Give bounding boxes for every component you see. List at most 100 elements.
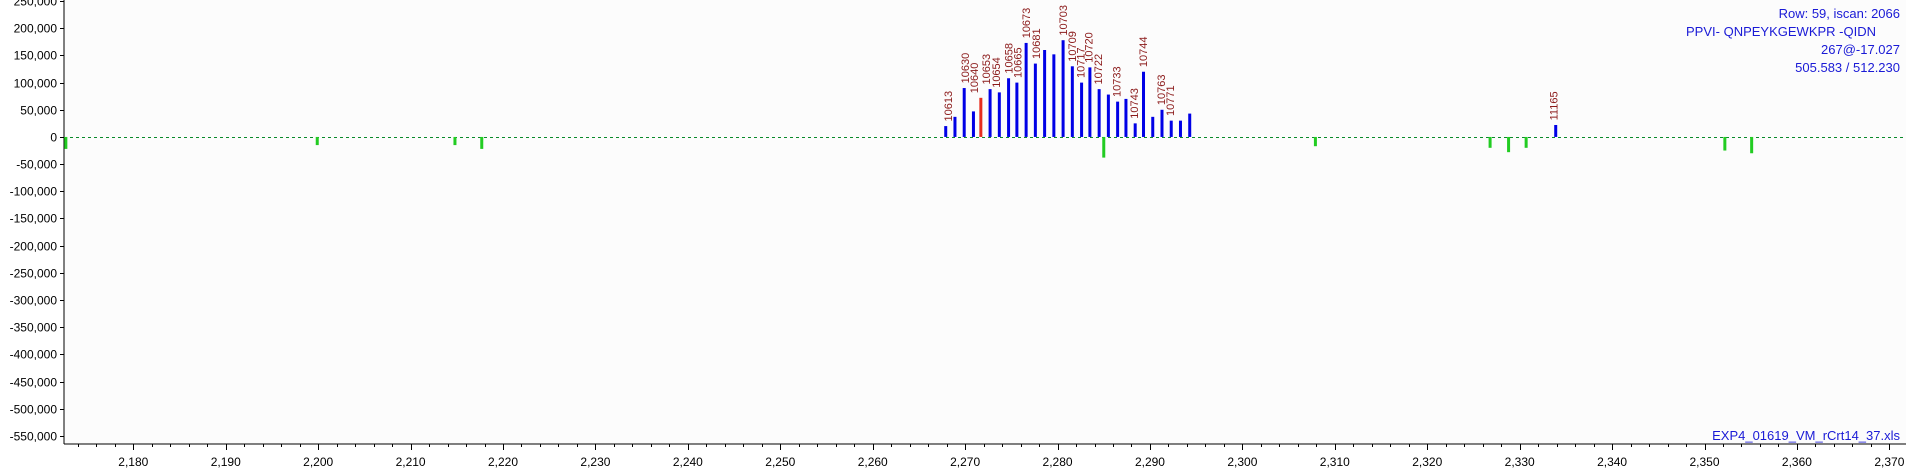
peak-bar	[971, 111, 975, 137]
y-tick-label: 0	[50, 131, 57, 145]
peak-bars	[64, 40, 1754, 158]
peak-label: 10613	[943, 91, 955, 122]
peak-bar	[1151, 116, 1155, 137]
negative-peak-bar	[453, 136, 457, 146]
y-tick-label: 100,000	[14, 77, 58, 91]
x-tick-label: 2,180	[118, 455, 148, 469]
x-tick-label: 2,240	[673, 455, 703, 469]
y-tick-label: 250,000	[14, 0, 58, 9]
peak-bar	[988, 89, 992, 137]
x-tick-label: 2,360	[1782, 455, 1812, 469]
peak-label: 10673	[1021, 8, 1033, 39]
peak-label: 10720	[1084, 32, 1096, 63]
y-tick-label: -100,000	[10, 185, 58, 199]
peak-bar	[1007, 78, 1011, 137]
plot-area	[64, 0, 1906, 444]
negative-peak-bar	[1524, 136, 1528, 148]
peak-bar	[1097, 89, 1101, 137]
peak-label: 10722	[1093, 54, 1105, 85]
peak-bar	[1124, 98, 1128, 137]
x-tick-label: 2,190	[211, 455, 241, 469]
info-row-scan: Row: 59, iscan: 2066	[1779, 6, 1900, 21]
x-tick-label: 2,210	[396, 455, 426, 469]
peak-label: 10763	[1156, 75, 1168, 106]
peak-bar	[1554, 124, 1558, 137]
peak-label: 10771	[1165, 85, 1177, 116]
x-tick-label: 2,350	[1690, 455, 1720, 469]
peak-bar	[1178, 120, 1182, 137]
y-tick-label: -350,000	[10, 321, 58, 335]
y-tick-label: -450,000	[10, 376, 58, 390]
negative-peak-bar	[1488, 136, 1492, 148]
x-tick-label: 2,310	[1320, 455, 1350, 469]
peak-bar	[1169, 120, 1173, 137]
y-tick-label: -50,000	[16, 158, 57, 172]
peak-label: 10654	[991, 57, 1003, 88]
peak-bar	[997, 92, 1001, 137]
peak-bar	[1160, 109, 1164, 137]
y-tick-label: 50,000	[20, 104, 57, 118]
negative-peak-bar	[64, 136, 68, 149]
negative-peak-bar	[315, 136, 319, 146]
peak-bar	[1188, 113, 1192, 137]
y-tick-label: -400,000	[10, 348, 58, 362]
x-tick-label: 2,330	[1505, 455, 1535, 469]
negative-peak-bar	[1750, 136, 1754, 154]
peak-bar	[1061, 40, 1065, 137]
x-tick-label: 2,250	[765, 455, 795, 469]
axes: 250,000 200,000 150,000 100,000 50,000 0 -50,0…	[10, 0, 1906, 469]
peak-bar	[1052, 54, 1056, 137]
x-tick-label: 2,230	[580, 455, 610, 469]
peak-bar	[1106, 94, 1110, 137]
peak-bar	[1080, 82, 1084, 137]
peak-bar	[944, 126, 948, 137]
y-tick-label: 150,000	[14, 49, 58, 63]
peak-label: 10681	[1031, 28, 1043, 59]
x-tick-label: 2,220	[488, 455, 518, 469]
info-mz: 505.583 / 512.230	[1795, 60, 1900, 75]
peak-label: 10640	[969, 63, 981, 94]
x-tick-label: 2,370	[1874, 455, 1904, 469]
info-filename: EXP4_01619_VM_rCrt14_37.xls	[1712, 428, 1900, 443]
negative-peak-bar	[1507, 136, 1511, 153]
negative-peak-bar	[1102, 136, 1106, 158]
peak-label: 10743	[1129, 88, 1141, 119]
highlighted-peak-bar	[979, 97, 983, 137]
info-panel: Row: 59, iscan: 2066 PPVI- QNPEYKGEWKPR …	[1686, 6, 1900, 443]
y-tick-label: 200,000	[14, 22, 58, 36]
negative-peak-bar	[1313, 136, 1317, 147]
peak-label: 10703	[1058, 5, 1070, 36]
y-tick-label: -150,000	[10, 212, 58, 226]
y-tick-label: -300,000	[10, 294, 58, 308]
x-tick-label: 2,300	[1227, 455, 1257, 469]
peak-label: 10709	[1067, 31, 1079, 62]
negative-peak-bar	[1723, 136, 1727, 151]
x-tick-label: 2,270	[950, 455, 980, 469]
peak-label: 10733	[1111, 66, 1123, 97]
x-tick-label: 2,290	[1135, 455, 1165, 469]
peak-bar	[953, 116, 957, 137]
peak-bar	[1133, 123, 1137, 137]
peak-label: 10744	[1138, 37, 1150, 68]
peak-label: 10630	[960, 53, 972, 84]
peak-bar	[1142, 71, 1146, 137]
x-tick-label: 2,260	[858, 455, 888, 469]
peak-bar	[1033, 63, 1037, 137]
peak-bar	[1015, 82, 1019, 137]
y-tick-label: -550,000	[10, 430, 58, 444]
y-tick-label: -200,000	[10, 240, 58, 254]
peak-bar	[1024, 42, 1028, 137]
negative-peak-bar	[480, 136, 484, 149]
x-tick-label: 2,340	[1597, 455, 1627, 469]
peak-bar	[1116, 101, 1120, 137]
x-tick-label: 2,280	[1043, 455, 1073, 469]
x-tick-label: 2,320	[1412, 455, 1442, 469]
peak-label: 11165	[1549, 91, 1561, 120]
y-tick-label: -500,000	[10, 403, 58, 417]
peak-label: 10653	[981, 54, 993, 85]
peak-bar	[1070, 66, 1074, 137]
peak-label: 10717	[1075, 47, 1087, 78]
